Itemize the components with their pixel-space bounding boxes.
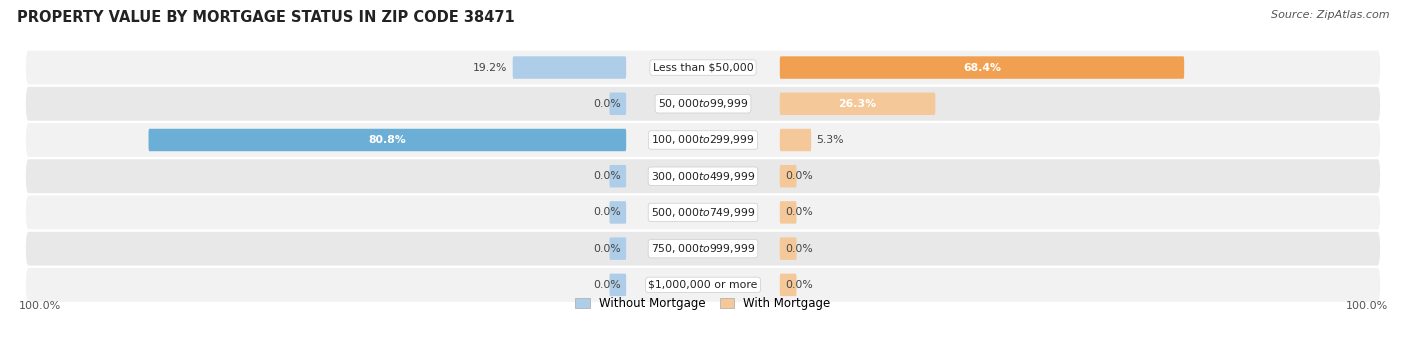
Text: 68.4%: 68.4% xyxy=(963,63,1001,72)
Text: $1,000,000 or more: $1,000,000 or more xyxy=(648,280,758,290)
Text: 5.3%: 5.3% xyxy=(817,135,844,145)
FancyBboxPatch shape xyxy=(25,158,1381,194)
Text: $750,000 to $999,999: $750,000 to $999,999 xyxy=(651,242,755,255)
Text: 0.0%: 0.0% xyxy=(593,280,621,290)
Text: $300,000 to $499,999: $300,000 to $499,999 xyxy=(651,170,755,183)
Text: 0.0%: 0.0% xyxy=(785,207,813,218)
FancyBboxPatch shape xyxy=(609,274,626,296)
FancyBboxPatch shape xyxy=(780,129,811,151)
Text: 0.0%: 0.0% xyxy=(785,244,813,254)
FancyBboxPatch shape xyxy=(780,237,797,260)
Text: PROPERTY VALUE BY MORTGAGE STATUS IN ZIP CODE 38471: PROPERTY VALUE BY MORTGAGE STATUS IN ZIP… xyxy=(17,10,515,25)
FancyBboxPatch shape xyxy=(609,201,626,224)
FancyBboxPatch shape xyxy=(25,231,1381,267)
FancyBboxPatch shape xyxy=(609,92,626,115)
FancyBboxPatch shape xyxy=(25,50,1381,85)
FancyBboxPatch shape xyxy=(780,274,797,296)
Text: $50,000 to $99,999: $50,000 to $99,999 xyxy=(658,97,748,110)
Text: Source: ZipAtlas.com: Source: ZipAtlas.com xyxy=(1271,10,1389,20)
FancyBboxPatch shape xyxy=(25,122,1381,158)
FancyBboxPatch shape xyxy=(780,56,1184,79)
FancyBboxPatch shape xyxy=(149,129,626,151)
Text: 100.0%: 100.0% xyxy=(18,301,60,311)
Text: 19.2%: 19.2% xyxy=(472,63,508,72)
FancyBboxPatch shape xyxy=(25,267,1381,303)
Text: 0.0%: 0.0% xyxy=(593,207,621,218)
Text: 100.0%: 100.0% xyxy=(1346,301,1388,311)
Text: 26.3%: 26.3% xyxy=(838,99,876,109)
FancyBboxPatch shape xyxy=(780,92,935,115)
Text: 0.0%: 0.0% xyxy=(593,99,621,109)
FancyBboxPatch shape xyxy=(513,56,626,79)
Text: 0.0%: 0.0% xyxy=(593,171,621,181)
Text: Less than $50,000: Less than $50,000 xyxy=(652,63,754,72)
FancyBboxPatch shape xyxy=(780,201,797,224)
Text: $500,000 to $749,999: $500,000 to $749,999 xyxy=(651,206,755,219)
FancyBboxPatch shape xyxy=(609,237,626,260)
FancyBboxPatch shape xyxy=(609,165,626,187)
FancyBboxPatch shape xyxy=(780,165,797,187)
FancyBboxPatch shape xyxy=(25,195,1381,230)
Text: 0.0%: 0.0% xyxy=(785,280,813,290)
Text: 80.8%: 80.8% xyxy=(368,135,406,145)
Text: 0.0%: 0.0% xyxy=(593,244,621,254)
Text: 0.0%: 0.0% xyxy=(785,171,813,181)
FancyBboxPatch shape xyxy=(25,86,1381,121)
Legend: Without Mortgage, With Mortgage: Without Mortgage, With Mortgage xyxy=(571,293,835,315)
Text: $100,000 to $299,999: $100,000 to $299,999 xyxy=(651,134,755,147)
